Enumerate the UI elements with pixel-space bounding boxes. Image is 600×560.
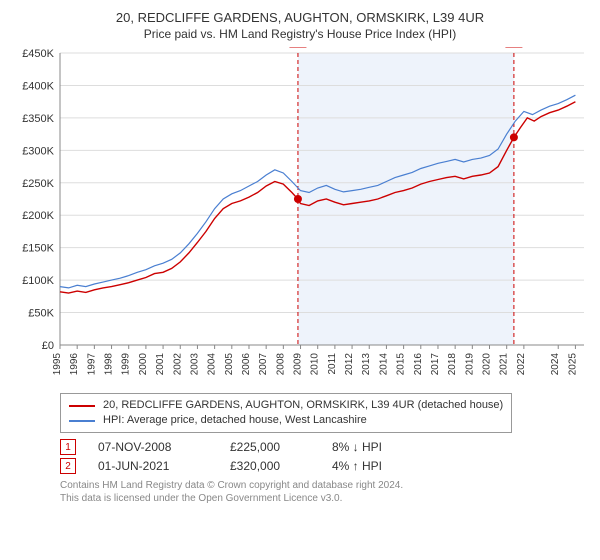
svg-text:2002: 2002 bbox=[172, 353, 183, 376]
svg-text:1999: 1999 bbox=[121, 353, 132, 376]
svg-text:£200K: £200K bbox=[22, 210, 54, 222]
svg-text:1998: 1998 bbox=[104, 353, 115, 376]
transaction-index-box: 1 bbox=[60, 439, 76, 455]
svg-text:£50K: £50K bbox=[28, 308, 54, 320]
transaction-row: 1 07-NOV-2008 £225,000 8% ↓ HPI bbox=[60, 439, 588, 455]
legend-row-property: 20, REDCLIFFE GARDENS, AUGHTON, ORMSKIRK… bbox=[69, 398, 503, 413]
svg-text:2001: 2001 bbox=[155, 353, 166, 376]
svg-text:£0: £0 bbox=[42, 340, 54, 352]
svg-text:£300K: £300K bbox=[22, 145, 54, 157]
transaction-delta: 4% ↑ HPI bbox=[332, 459, 422, 473]
svg-text:1995: 1995 bbox=[52, 353, 63, 376]
svg-text:2012: 2012 bbox=[344, 353, 355, 376]
transaction-delta: 8% ↓ HPI bbox=[332, 440, 422, 454]
svg-text:2007: 2007 bbox=[258, 353, 269, 376]
svg-text:£350K: £350K bbox=[22, 113, 54, 125]
transaction-price: £320,000 bbox=[230, 459, 310, 473]
svg-text:2024: 2024 bbox=[550, 353, 561, 376]
legend-row-hpi: HPI: Average price, detached house, West… bbox=[69, 413, 503, 428]
svg-text:£100K: £100K bbox=[22, 275, 54, 287]
svg-text:2011: 2011 bbox=[327, 353, 338, 375]
svg-text:2008: 2008 bbox=[275, 353, 286, 376]
svg-text:2000: 2000 bbox=[138, 353, 149, 376]
transaction-index: 1 bbox=[65, 442, 71, 453]
svg-text:2021: 2021 bbox=[499, 353, 510, 376]
svg-text:1997: 1997 bbox=[86, 353, 97, 376]
footer-line: This data is licensed under the Open Gov… bbox=[60, 493, 588, 506]
svg-text:2020: 2020 bbox=[482, 353, 493, 376]
legend-swatch bbox=[69, 405, 95, 407]
svg-text:2017: 2017 bbox=[430, 353, 441, 376]
footer: Contains HM Land Registry data © Crown c… bbox=[60, 480, 588, 505]
svg-text:2014: 2014 bbox=[378, 353, 389, 376]
svg-text:2004: 2004 bbox=[207, 353, 218, 376]
transaction-date: 07-NOV-2008 bbox=[98, 440, 208, 454]
svg-text:2003: 2003 bbox=[189, 353, 200, 376]
svg-text:1996: 1996 bbox=[69, 353, 80, 376]
svg-text:2022: 2022 bbox=[516, 353, 527, 376]
legend-label: HPI: Average price, detached house, West… bbox=[103, 413, 367, 428]
svg-text:2015: 2015 bbox=[396, 353, 407, 376]
transaction-date: 01-JUN-2021 bbox=[98, 459, 208, 473]
footer-line: Contains HM Land Registry data © Crown c… bbox=[60, 480, 588, 493]
transaction-price: £225,000 bbox=[230, 440, 310, 454]
transactions-table: 1 07-NOV-2008 £225,000 8% ↓ HPI 2 01-JUN… bbox=[60, 439, 588, 474]
svg-text:2018: 2018 bbox=[447, 353, 458, 376]
legend: 20, REDCLIFFE GARDENS, AUGHTON, ORMSKIRK… bbox=[60, 393, 512, 433]
legend-label: 20, REDCLIFFE GARDENS, AUGHTON, ORMSKIRK… bbox=[103, 398, 503, 413]
svg-text:2006: 2006 bbox=[241, 353, 252, 376]
svg-text:2025: 2025 bbox=[567, 353, 578, 376]
svg-text:2019: 2019 bbox=[464, 353, 475, 376]
svg-text:2005: 2005 bbox=[224, 353, 235, 376]
transaction-index: 2 bbox=[65, 461, 71, 472]
chart-svg: £0 £50K £100K £150K £200K £250K £300K £350K £400… bbox=[12, 47, 588, 387]
transaction-index-box: 2 bbox=[60, 458, 76, 474]
page-subtitle: Price paid vs. HM Land Registry's House … bbox=[12, 27, 588, 41]
transaction-row: 2 01-JUN-2021 £320,000 4% ↑ HPI bbox=[60, 458, 588, 474]
legend-swatch bbox=[69, 420, 95, 422]
svg-text:2009: 2009 bbox=[293, 353, 304, 376]
svg-text:£450K: £450K bbox=[22, 48, 54, 60]
svg-text:£250K: £250K bbox=[22, 178, 54, 190]
svg-text:£150K: £150K bbox=[22, 243, 54, 255]
page-title: 20, REDCLIFFE GARDENS, AUGHTON, ORMSKIRK… bbox=[12, 10, 588, 25]
svg-text:2016: 2016 bbox=[413, 353, 424, 376]
svg-text:£400K: £400K bbox=[22, 80, 54, 92]
svg-text:2010: 2010 bbox=[310, 353, 321, 376]
svg-text:2013: 2013 bbox=[361, 353, 372, 376]
price-chart: £0 £50K £100K £150K £200K £250K £300K £350K £400… bbox=[12, 47, 588, 387]
